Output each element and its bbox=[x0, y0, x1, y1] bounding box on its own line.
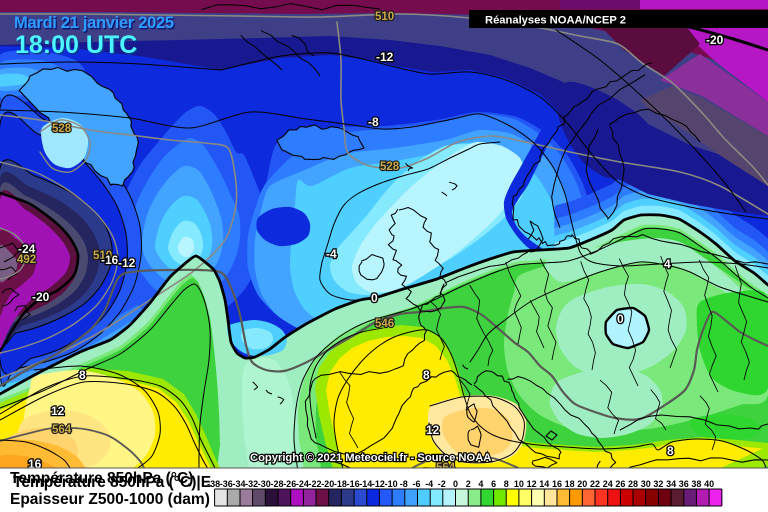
svg-text:546: 546 bbox=[375, 318, 394, 330]
svg-text:8: 8 bbox=[504, 479, 509, 489]
svg-text:34: 34 bbox=[666, 479, 676, 489]
svg-text:18: 18 bbox=[565, 479, 575, 489]
svg-text:-12: -12 bbox=[118, 256, 136, 270]
svg-text:36: 36 bbox=[679, 479, 689, 489]
svg-text:510: 510 bbox=[93, 250, 112, 262]
svg-text:Température 850hPa (°C): Température 850hPa (°C) bbox=[10, 470, 193, 487]
svg-text:-2: -2 bbox=[438, 479, 446, 489]
svg-text:-24: -24 bbox=[296, 479, 309, 489]
svg-text:2: 2 bbox=[466, 479, 471, 489]
svg-text:564: 564 bbox=[52, 424, 72, 436]
svg-text:Mardi 21 janvier 2025: Mardi 21 janvier 2025 bbox=[15, 15, 175, 33]
svg-text:-36: -36 bbox=[220, 479, 233, 489]
svg-text:-22: -22 bbox=[309, 479, 322, 489]
svg-text:0: 0 bbox=[617, 312, 624, 326]
svg-text:Réanalyses NOAA/NCEP 2: Réanalyses NOAA/NCEP 2 bbox=[485, 15, 626, 27]
svg-text:-16: -16 bbox=[101, 253, 119, 267]
svg-text:510: 510 bbox=[375, 11, 394, 23]
svg-text:-8: -8 bbox=[400, 479, 408, 489]
svg-text:Epaisseur Z500-1000 (dam): Epaisseur Z500-1000 (dam) bbox=[10, 491, 210, 508]
svg-text:18:00 UTC: 18:00 UTC bbox=[17, 33, 139, 61]
svg-text:528: 528 bbox=[380, 161, 400, 173]
svg-text:-20: -20 bbox=[706, 33, 724, 47]
svg-text:-14: -14 bbox=[359, 479, 372, 489]
svg-text:26: 26 bbox=[615, 479, 625, 489]
svg-text:-24: -24 bbox=[18, 242, 36, 256]
svg-text:Copyright © 2021 Meteociel.fr: Copyright © 2021 Meteociel.fr - Source N… bbox=[250, 452, 491, 464]
svg-text:20: 20 bbox=[577, 479, 587, 489]
svg-text:18:00 UTC: 18:00 UTC bbox=[15, 31, 137, 59]
svg-text:40: 40 bbox=[704, 479, 714, 489]
svg-text:22: 22 bbox=[590, 479, 600, 489]
svg-text:Température 850hPa (°C)|E: Température 850hPa (°C)|E bbox=[13, 474, 211, 491]
svg-text:4: 4 bbox=[664, 257, 671, 271]
svg-text:32: 32 bbox=[653, 479, 663, 489]
svg-text:16: 16 bbox=[552, 479, 562, 489]
svg-text:8: 8 bbox=[667, 444, 674, 458]
svg-text:492: 492 bbox=[17, 254, 36, 266]
svg-text:24: 24 bbox=[603, 479, 613, 489]
svg-text:-20: -20 bbox=[32, 290, 50, 304]
svg-text:-6: -6 bbox=[413, 479, 421, 489]
svg-text:0: 0 bbox=[371, 291, 378, 305]
svg-text:-4: -4 bbox=[326, 247, 337, 261]
svg-text:0: 0 bbox=[453, 479, 458, 489]
svg-text:-18: -18 bbox=[334, 479, 347, 489]
svg-text:38: 38 bbox=[691, 479, 701, 489]
svg-text:28: 28 bbox=[628, 479, 638, 489]
svg-text:-30: -30 bbox=[258, 479, 271, 489]
svg-text:-38: -38 bbox=[207, 479, 220, 489]
svg-text:6: 6 bbox=[491, 479, 496, 489]
svg-text:14: 14 bbox=[539, 479, 549, 489]
svg-text:10: 10 bbox=[514, 479, 524, 489]
svg-text:8: 8 bbox=[423, 368, 430, 382]
svg-text:-26: -26 bbox=[283, 479, 296, 489]
svg-text:-12: -12 bbox=[372, 479, 385, 489]
svg-text:-34: -34 bbox=[233, 479, 246, 489]
svg-text:12: 12 bbox=[426, 423, 440, 437]
svg-text:-4: -4 bbox=[425, 479, 433, 489]
svg-text:30: 30 bbox=[641, 479, 651, 489]
svg-text:-8: -8 bbox=[368, 115, 379, 129]
svg-text:-20: -20 bbox=[321, 479, 334, 489]
svg-text:-28: -28 bbox=[271, 479, 284, 489]
svg-text:-32: -32 bbox=[245, 479, 258, 489]
svg-text:4: 4 bbox=[478, 479, 483, 489]
svg-text:Mardi 21 janvier 2025: Mardi 21 janvier 2025 bbox=[14, 14, 174, 32]
svg-text:528: 528 bbox=[52, 123, 72, 135]
svg-text:8: 8 bbox=[79, 368, 86, 382]
svg-text:12: 12 bbox=[527, 479, 537, 489]
svg-text:12: 12 bbox=[51, 404, 65, 418]
svg-text:-10: -10 bbox=[385, 479, 398, 489]
svg-text:-16: -16 bbox=[347, 479, 360, 489]
svg-text:-12: -12 bbox=[376, 50, 394, 64]
